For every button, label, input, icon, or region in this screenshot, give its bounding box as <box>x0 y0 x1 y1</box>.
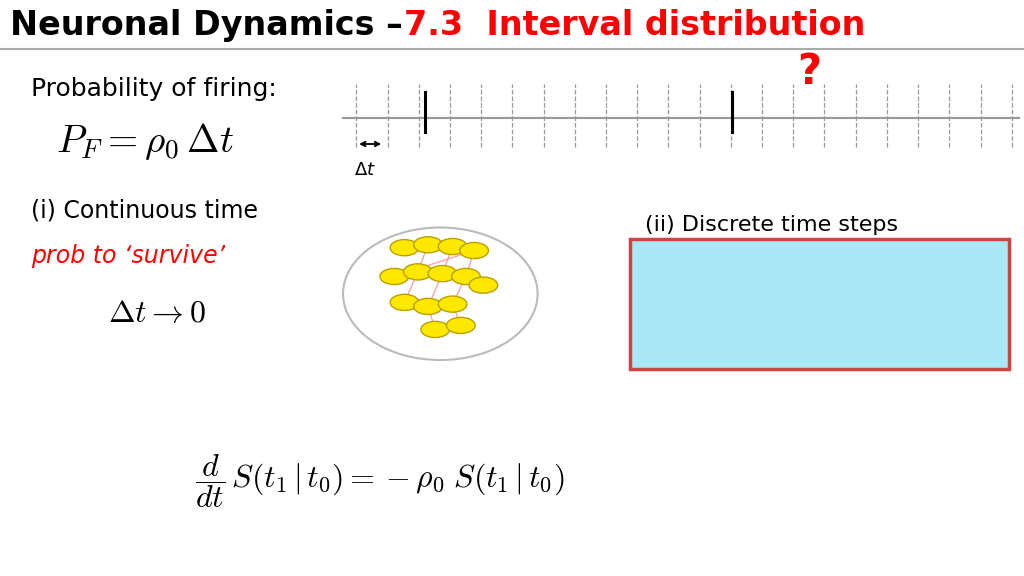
Circle shape <box>438 296 467 312</box>
Text: Neuronal Dynamics –: Neuronal Dynamics – <box>10 9 415 43</box>
Circle shape <box>428 266 457 282</box>
Circle shape <box>403 264 432 280</box>
Circle shape <box>414 237 442 253</box>
Circle shape <box>460 242 488 259</box>
Circle shape <box>390 240 419 256</box>
FancyBboxPatch shape <box>630 239 1009 369</box>
Circle shape <box>446 317 475 334</box>
Text: $P_F = \rho_0\,\Delta t$: $P_F = \rho_0\,\Delta t$ <box>56 120 234 162</box>
Text: 7.3  Interval distribution: 7.3 Interval distribution <box>404 9 866 43</box>
Circle shape <box>452 268 480 285</box>
Text: Blackboard:: Blackboard: <box>721 267 918 295</box>
Text: $\dfrac{d}{dt}\,S(t_1\,|\,t_0) = -\rho_0\;S(t_1\,|\,t_0)$: $\dfrac{d}{dt}\,S(t_1\,|\,t_0) = -\rho_0… <box>195 452 564 510</box>
Circle shape <box>469 277 498 293</box>
Circle shape <box>421 321 450 338</box>
Circle shape <box>380 268 409 285</box>
Text: Poisson model: Poisson model <box>700 314 938 343</box>
Circle shape <box>438 238 467 255</box>
Circle shape <box>414 298 442 314</box>
Circle shape <box>390 294 419 310</box>
Text: ?: ? <box>797 51 821 93</box>
Text: $\Delta t \rightarrow 0$: $\Delta t \rightarrow 0$ <box>108 298 206 329</box>
Text: (ii) Discrete time steps: (ii) Discrete time steps <box>645 215 898 234</box>
Text: $\Delta t$: $\Delta t$ <box>354 161 376 179</box>
Text: (i) Continuous time: (i) Continuous time <box>31 198 258 222</box>
Text: Probability of firing:: Probability of firing: <box>31 77 276 101</box>
Text: prob to ‘survive’: prob to ‘survive’ <box>31 244 225 268</box>
